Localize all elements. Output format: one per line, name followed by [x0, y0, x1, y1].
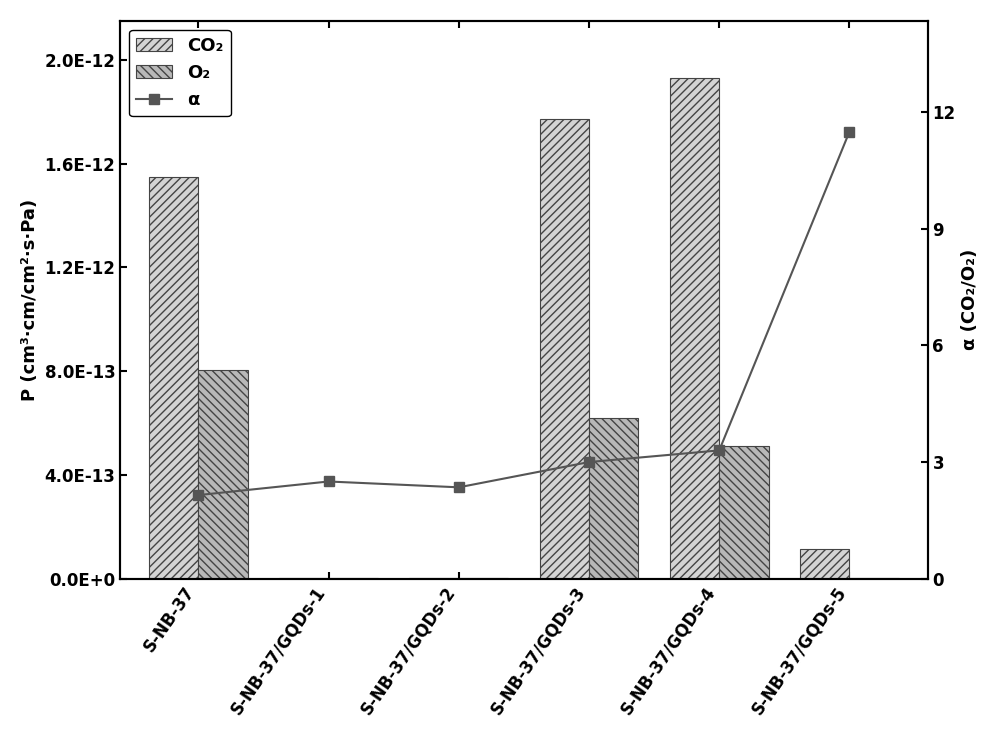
Bar — [279, 578, 329, 579]
Bar — [540, 120, 589, 579]
Bar — [719, 446, 769, 579]
Bar — [149, 177, 198, 579]
Bar — [589, 418, 638, 579]
Y-axis label: α (CO₂/O₂): α (CO₂/O₂) — [961, 249, 979, 350]
Bar — [329, 578, 378, 579]
Bar — [800, 549, 849, 579]
Bar — [459, 578, 508, 579]
Legend: CO₂, O₂, α: CO₂, O₂, α — [129, 30, 231, 116]
Bar — [849, 578, 899, 579]
Bar — [198, 370, 248, 579]
Bar — [670, 78, 719, 579]
Bar — [409, 578, 459, 579]
Y-axis label: P (cm³·cm/cm²·s·Pa): P (cm³·cm/cm²·s·Pa) — [21, 199, 39, 401]
